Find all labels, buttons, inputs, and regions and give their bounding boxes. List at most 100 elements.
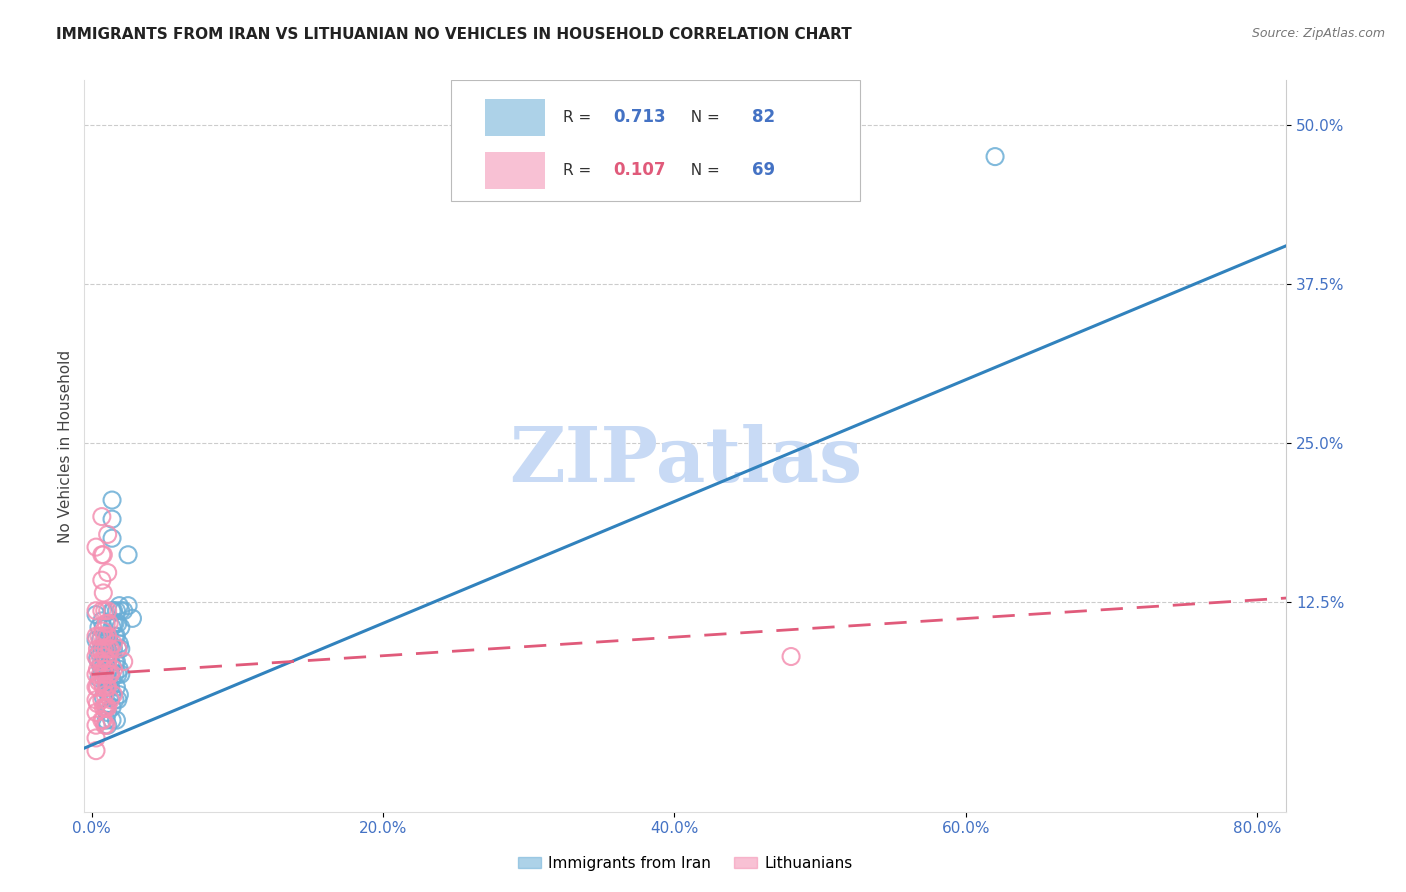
Point	[103, 641, 125, 656]
Point	[100, 667, 122, 681]
Point	[94, 718, 117, 732]
Point	[89, 641, 111, 656]
Point	[98, 690, 121, 705]
Point	[91, 641, 114, 656]
Point	[110, 620, 132, 634]
Point	[97, 671, 120, 685]
Point	[91, 700, 114, 714]
Point	[94, 700, 117, 714]
Text: 82: 82	[752, 108, 775, 127]
Text: ZIPatlas: ZIPatlas	[509, 424, 862, 498]
Point	[112, 604, 135, 618]
Point	[108, 688, 131, 702]
Point	[90, 655, 112, 669]
Point	[90, 548, 112, 562]
Point	[91, 640, 114, 654]
Text: IMMIGRANTS FROM IRAN VS LITHUANIAN NO VEHICLES IN HOUSEHOLD CORRELATION CHART: IMMIGRANTS FROM IRAN VS LITHUANIAN NO VE…	[56, 27, 852, 42]
Point	[101, 531, 124, 545]
Point	[984, 150, 1007, 164]
Point	[101, 640, 124, 654]
Legend: Immigrants from Iran, Lithuanians: Immigrants from Iran, Lithuanians	[512, 850, 859, 877]
Point	[96, 641, 118, 656]
Point	[108, 662, 131, 676]
Point	[84, 693, 107, 707]
Point	[94, 688, 117, 702]
Point	[117, 599, 139, 613]
Point	[100, 680, 122, 694]
Point	[91, 690, 114, 705]
Point	[104, 667, 127, 681]
Point	[84, 718, 107, 732]
Point	[97, 646, 120, 660]
Point	[97, 697, 120, 711]
Point	[94, 667, 117, 681]
Point	[100, 667, 122, 681]
Point	[84, 667, 107, 681]
Point	[84, 604, 107, 618]
Point	[91, 671, 114, 685]
Point	[86, 697, 108, 711]
Point	[101, 700, 124, 714]
Point	[86, 652, 108, 666]
Point	[94, 604, 117, 618]
Point	[104, 655, 127, 669]
Point	[121, 611, 143, 625]
Point	[90, 509, 112, 524]
Y-axis label: No Vehicles in Household: No Vehicles in Household	[58, 350, 73, 542]
Point	[84, 731, 107, 745]
Point	[97, 706, 120, 720]
Point	[90, 604, 112, 618]
Point	[97, 680, 120, 694]
Point	[84, 632, 107, 647]
Point	[112, 655, 135, 669]
Point	[87, 671, 110, 685]
Point	[84, 680, 107, 694]
Point	[101, 688, 124, 702]
Point	[101, 604, 124, 618]
Point	[107, 641, 129, 656]
Point	[97, 629, 120, 643]
Point	[84, 540, 107, 554]
Point	[104, 693, 127, 707]
Point	[84, 649, 107, 664]
Text: N =: N =	[681, 110, 724, 125]
Point	[108, 599, 131, 613]
Point	[96, 713, 118, 727]
FancyBboxPatch shape	[485, 99, 544, 136]
Point	[101, 512, 124, 526]
Point	[91, 658, 114, 673]
Point	[97, 680, 120, 694]
Point	[107, 616, 129, 631]
Point	[101, 713, 124, 727]
Point	[107, 641, 129, 656]
Point	[104, 616, 127, 631]
Text: 0.713: 0.713	[613, 108, 666, 127]
Point	[100, 655, 122, 669]
Point	[84, 607, 107, 622]
Point	[94, 667, 117, 681]
Point	[98, 641, 121, 656]
Point	[94, 652, 117, 666]
Point	[96, 616, 118, 631]
Point	[96, 640, 118, 654]
Point	[96, 662, 118, 676]
Point	[101, 493, 124, 508]
Point	[101, 658, 124, 673]
Point	[104, 629, 127, 643]
Point	[107, 693, 129, 707]
Point	[97, 655, 120, 669]
Point	[105, 629, 128, 643]
Point	[84, 744, 107, 758]
Point	[780, 649, 803, 664]
Point	[98, 616, 121, 631]
Point	[103, 662, 125, 676]
Point	[110, 667, 132, 681]
Point	[103, 604, 125, 618]
Text: Source: ZipAtlas.com: Source: ZipAtlas.com	[1251, 27, 1385, 40]
Point	[86, 680, 108, 694]
Point	[97, 632, 120, 647]
Point	[96, 684, 118, 698]
Point	[94, 649, 117, 664]
Point	[90, 713, 112, 727]
Point	[107, 667, 129, 681]
